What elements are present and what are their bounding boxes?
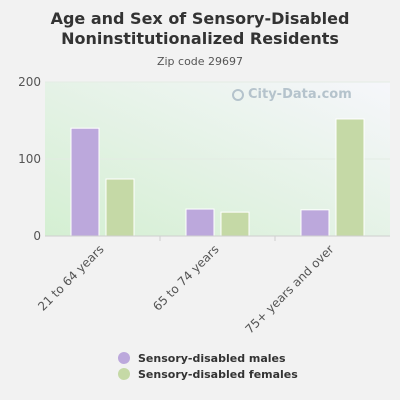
y-tick-label: 0 [33, 229, 41, 243]
y-tick-label: 200 [18, 75, 41, 89]
watermark: City-Data.com [232, 87, 352, 102]
bar-females [220, 211, 250, 237]
legend-item-males: Sensory-disabled males [118, 350, 298, 366]
chart-subtitle: Zip code 29697 [156, 55, 244, 68]
watermark-text: City-Data.com [248, 87, 352, 102]
chart-title: Age and Sex of Sensory-Disabled Noninstit… [50, 9, 350, 48]
x-category-label: 65 to 74 years [150, 242, 221, 313]
bar-males [70, 127, 100, 237]
magnifier-icon [232, 88, 244, 101]
bar-males [185, 208, 215, 237]
bar-females [335, 118, 365, 237]
x-category-label: 75+ years and over [242, 242, 336, 336]
bar-females [105, 178, 135, 237]
legend-label-females: Sensory-disabled females [138, 367, 298, 381]
legend: Sensory-disabled males Sensory-disabled … [118, 350, 298, 382]
legend-label-males: Sensory-disabled males [138, 351, 286, 365]
legend-swatch-females [118, 368, 130, 380]
bar-males [300, 209, 330, 237]
y-tick-label: 100 [18, 152, 41, 166]
legend-swatch-males [118, 352, 130, 364]
x-category-label: 21 to 64 years [35, 242, 106, 313]
legend-item-females: Sensory-disabled females [118, 366, 298, 382]
